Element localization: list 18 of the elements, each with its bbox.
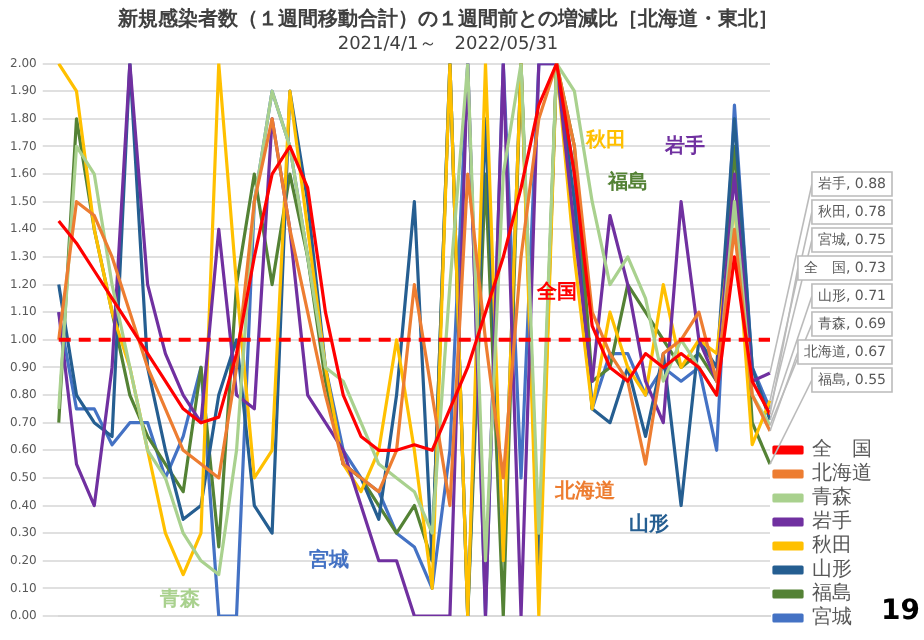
legend-label: 秋田 [812, 533, 852, 558]
chart-title: 新規感染者数（１週間移動合計）の１週間前との増減比［北海道・東北］ [116, 7, 778, 32]
annotation: 福島 [605, 169, 648, 194]
legend-label: 全 国 [812, 437, 872, 462]
annotation: 宮城 [309, 547, 350, 572]
annotation: 山形 [629, 512, 670, 537]
legend-label: 宮城 [812, 605, 852, 630]
legend-label: 北海道 [812, 461, 872, 486]
annotation: 秋田 [584, 128, 627, 153]
legend-label: 山形 [812, 557, 852, 582]
annotation: 北海道 [553, 478, 618, 503]
annotation: 青森 [157, 586, 202, 611]
annotation: 岩手 [662, 133, 705, 158]
legend-label: 岩手 [812, 509, 852, 534]
legend-label: 青森 [812, 485, 852, 510]
text: 19 [881, 595, 920, 628]
legend-label: 福島 [812, 581, 852, 606]
chart-subtitle: 2021/4/1～ 2022/05/31 [337, 35, 559, 56]
